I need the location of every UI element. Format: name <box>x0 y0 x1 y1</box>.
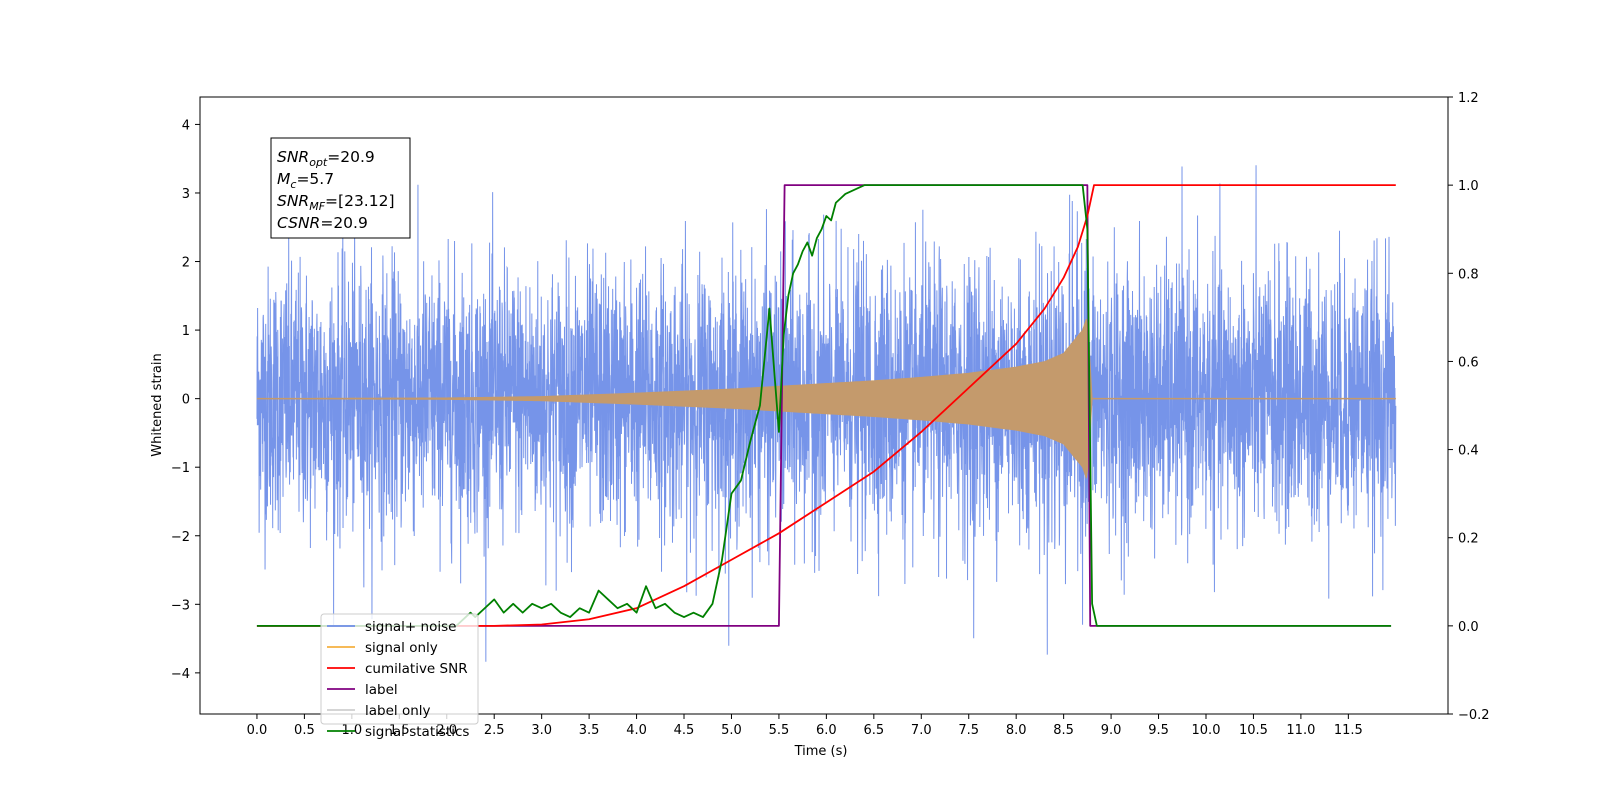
legend-label: label only <box>365 703 431 719</box>
legend-label: signal+ noise <box>365 619 456 635</box>
x-tick-label: 11.5 <box>1334 723 1363 738</box>
x-tick-label: 5.5 <box>769 723 790 738</box>
x-tick-label: 4.0 <box>626 723 647 738</box>
y-tick-label: 1 <box>182 324 190 339</box>
y-tick-label: 0 <box>182 393 190 408</box>
y-axis-title: Whitened strain <box>150 353 165 456</box>
y-axis-right: −0.2 0.0 0.2 0.4 0.6 0.8 1.0 1.2 <box>1448 91 1490 723</box>
x-tick-label: 8.0 <box>1006 723 1027 738</box>
legend-label: signal only <box>365 640 438 656</box>
x-tick-label: 11.0 <box>1286 723 1315 738</box>
x-tick-label: 3.0 <box>531 723 552 738</box>
x-axis-title: Time (s) <box>794 744 848 759</box>
annotation-line: SNRopt=20.9 <box>277 148 375 169</box>
legend-label: label <box>365 682 398 698</box>
x-tick-label: 8.5 <box>1053 723 1074 738</box>
x-tick-label: 2.0 <box>436 723 457 738</box>
legend-label: cumilative SNR <box>365 661 468 677</box>
annotation-line: Mc=5.7 <box>277 170 334 191</box>
y-right-tick-label: 0.0 <box>1458 620 1479 635</box>
y-right-tick-label: 0.2 <box>1458 532 1479 547</box>
series-signal-statistics <box>256 184 1392 627</box>
x-tick-label: 7.0 <box>911 723 932 738</box>
y-right-tick-label: 0.4 <box>1458 444 1479 459</box>
legend-label: signal statistics <box>365 724 469 740</box>
y-right-tick-label: 1.0 <box>1458 179 1479 194</box>
x-tick-label: 2.5 <box>484 723 505 738</box>
x-tick-label: 6.0 <box>816 723 837 738</box>
y-right-tick-label: 1.2 <box>1458 91 1479 106</box>
legend: signal+ noise signal only cumilative SNR la… <box>320 613 479 740</box>
y-axis-left: −4 −3 −2 −1 0 1 2 3 4 <box>171 118 200 682</box>
y-tick-label: 3 <box>182 187 190 202</box>
legend-frame <box>320 613 479 725</box>
y-right-tick-label: 0.8 <box>1458 267 1479 282</box>
annotation-frame <box>270 137 411 239</box>
y-tick-label: −3 <box>171 598 190 613</box>
x-tick-label: 9.5 <box>1148 723 1169 738</box>
y-tick-label: −2 <box>171 530 190 545</box>
x-tick-label: 0.0 <box>247 723 268 738</box>
x-tick-label: 10.5 <box>1239 723 1268 738</box>
y-tick-label: −4 <box>171 667 190 682</box>
x-tick-label: 4.5 <box>674 723 695 738</box>
y-right-tick-label: −0.2 <box>1458 708 1490 723</box>
x-tick-label: 0.5 <box>294 723 315 738</box>
x-tick-label: 9.0 <box>1101 723 1122 738</box>
x-tick-label: 6.5 <box>863 723 884 738</box>
x-tick-label: 10.0 <box>1192 723 1221 738</box>
x-tick-label: 1.5 <box>389 723 410 738</box>
y-tick-label: 2 <box>182 256 190 271</box>
y-tick-label: −1 <box>171 461 190 476</box>
series-layer <box>256 165 1397 662</box>
x-tick-label: 5.0 <box>721 723 742 738</box>
x-axis: 0.0 0.5 1.0 1.5 2.0 2.5 3.0 3.5 4.0 4.5 5.0 5.5 6.0 6… <box>247 714 1363 738</box>
annotation-line: SNRMF=[23.12] <box>277 192 395 213</box>
annotation-line: CSNR=20.9 <box>277 214 368 232</box>
x-tick-label: 3.5 <box>579 723 600 738</box>
y-right-tick-label: 0.6 <box>1458 355 1479 370</box>
plot-frame <box>199 96 1449 715</box>
y-tick-label: 4 <box>182 118 190 133</box>
x-tick-label: 7.5 <box>958 723 979 738</box>
